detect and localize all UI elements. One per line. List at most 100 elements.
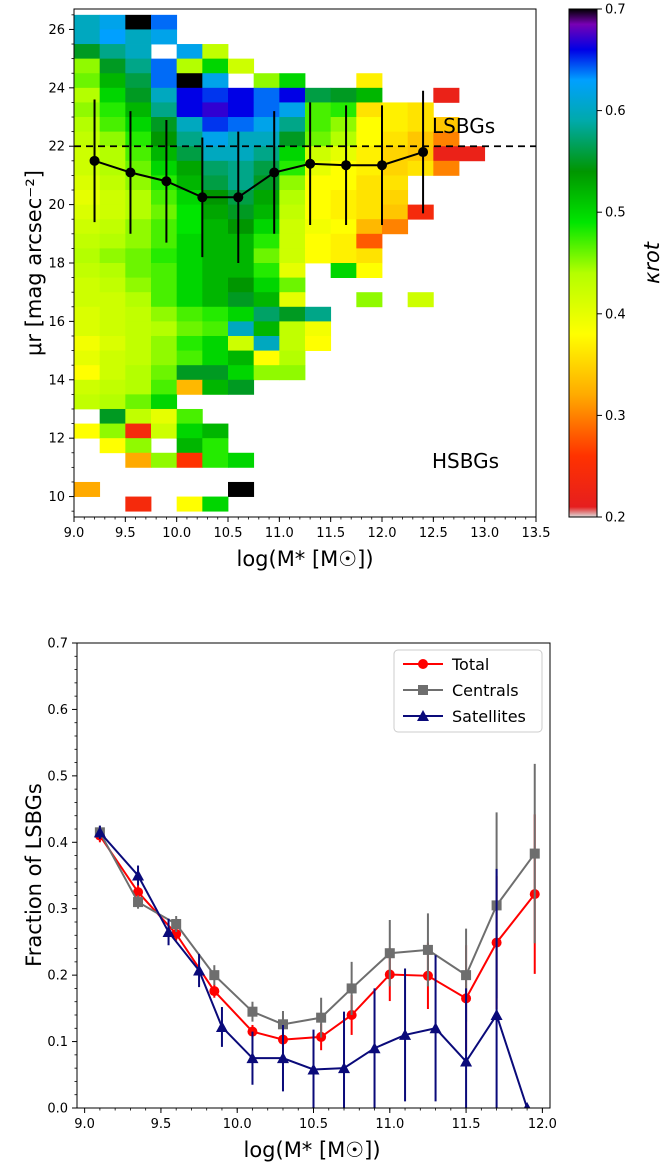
heatmap-cell (382, 146, 409, 162)
heatmap-cell (74, 277, 101, 293)
heatmap-cell (176, 408, 203, 424)
heatmap-cell (305, 204, 332, 220)
heatmap-cell (228, 481, 255, 497)
annotation-hsbgs: HSBGs (432, 449, 499, 473)
heatmap-cell (99, 29, 126, 45)
heatmap-cell (356, 73, 383, 89)
heatmap-cell (202, 175, 229, 191)
heatmap-cell (151, 350, 178, 366)
heatmap-cell (74, 204, 101, 220)
y-tick-label: 16 (48, 315, 65, 330)
median-point (418, 147, 429, 158)
y-tick-label: 0.6 (47, 703, 68, 718)
heatmap-cell (151, 263, 178, 278)
heatmap-cell (356, 87, 383, 103)
heatmap-cell (74, 44, 101, 60)
heatmap-cell (74, 29, 101, 45)
heatmap-cell (279, 248, 306, 264)
heatmap-cell (176, 350, 203, 366)
heatmap-cell (74, 306, 101, 322)
heatmap-cell (125, 131, 152, 147)
heatmap-cell (382, 190, 409, 206)
data-point (368, 1042, 381, 1054)
heatmap-cell (74, 379, 101, 395)
heatmap-cell (99, 204, 126, 220)
heatmap-cell (228, 131, 255, 147)
heatmap-cell (202, 423, 229, 439)
heatmap-cell (125, 335, 152, 351)
heatmap-cell (433, 146, 460, 162)
heatmap-cell (176, 87, 203, 103)
heatmap-cell (74, 131, 101, 147)
heatmap-cell (356, 117, 383, 133)
heatmap-cell (125, 292, 152, 308)
heatmap-cell (176, 496, 203, 512)
heatmap-cell (228, 175, 255, 191)
heatmap-cell (305, 146, 332, 162)
heatmap-cell (125, 190, 152, 206)
heatmap-cell (202, 58, 229, 74)
heatmap-y-ticks: 10 12 14 16 18 20 22 24 26 (48, 14, 74, 512)
heatmap-cell (151, 29, 178, 45)
heatmap-cell (305, 102, 332, 118)
heatmap-cell (433, 160, 460, 176)
heatmap-panel: 9.0 9.5 10.0 10.5 11.0 11.5 12.0 12.5 13.0 13.5 1… (22, 8, 551, 571)
heatmap-cell (202, 233, 229, 249)
heatmap-cell (125, 248, 152, 264)
heatmap-cell (305, 248, 332, 264)
heatmap-cell (151, 190, 178, 206)
y-tick-label: 20 (48, 198, 65, 213)
data-point (133, 897, 144, 908)
heatmap-cell (176, 263, 203, 278)
heatmap-cell (228, 204, 255, 220)
heatmap-cell (74, 219, 101, 235)
heatmap-cell (356, 219, 383, 235)
y-tick-label: 22 (48, 140, 65, 155)
heatmap-cell (125, 438, 152, 454)
heatmap-cell (99, 44, 126, 60)
heatmap-cell (330, 233, 357, 249)
data-point (132, 869, 145, 881)
heatmap-cell (202, 146, 229, 162)
heatmap-cell (253, 219, 280, 235)
data-point (338, 1062, 351, 1074)
fraction-y-ticks: 0.0 0.1 0.2 0.3 0.4 0.5 0.6 0.7 (47, 637, 77, 1117)
heatmap-cell (407, 131, 434, 147)
heatmap-cell (99, 292, 126, 308)
data-point (193, 964, 206, 976)
median-point (305, 158, 316, 169)
heatmap-cell (202, 379, 229, 395)
data-point (276, 1052, 289, 1064)
x-tick-label: 13.5 (522, 526, 551, 541)
heatmap-cell (382, 117, 409, 133)
heatmap-cell (253, 350, 280, 366)
legend-item-total: Total (403, 655, 489, 674)
x-tick-label: 10.5 (214, 526, 243, 541)
heatmap-cell (228, 321, 255, 337)
heatmap-cell (279, 190, 306, 206)
heatmap-cell (202, 44, 229, 60)
data-point (316, 1012, 327, 1023)
heatmap-x-ticks: 9.0 9.5 10.0 10.5 11.0 11.5 12.0 12.5 13.0 13.5 (64, 517, 551, 541)
heatmap-cell (151, 102, 178, 118)
data-point (523, 1102, 531, 1108)
y-tick-label: 18 (48, 257, 65, 272)
heatmap-cell (99, 365, 126, 381)
heatmap-cell (279, 292, 306, 308)
heatmap-cell (253, 190, 280, 206)
heatmap-cell (279, 321, 306, 337)
data-point (490, 1009, 503, 1020)
colorbar-tick-label: 0.5 (605, 206, 626, 221)
heatmap-cell (125, 496, 152, 512)
x-tick-label: 11.5 (316, 526, 345, 541)
median-point (89, 155, 100, 166)
heatmap-cell (305, 335, 332, 351)
heatmap-cell (74, 263, 101, 278)
heatmap-cell (228, 102, 255, 118)
y-tick-label: 24 (48, 81, 65, 96)
heatmap-cell (330, 204, 357, 220)
data-point (422, 944, 433, 955)
legend: Total Centrals Satellites (393, 649, 543, 733)
y-tick-label: 10 (48, 490, 65, 505)
heatmap-cell (279, 87, 306, 103)
